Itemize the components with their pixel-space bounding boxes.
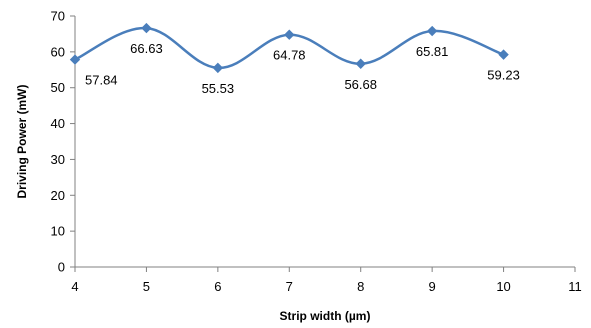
- x-tick-label: 8: [357, 279, 364, 294]
- x-tick-label: 10: [496, 279, 510, 294]
- x-tick-label: 9: [429, 279, 436, 294]
- x-tick-label: 7: [286, 279, 293, 294]
- y-tick-label: 20: [51, 188, 65, 203]
- x-tick-label: 11: [568, 279, 582, 294]
- y-axis-title: Driving Power (mW): [15, 84, 29, 198]
- data-label: 65.81: [416, 44, 449, 59]
- data-label: 66.63: [130, 41, 163, 56]
- data-label: 57.84: [85, 73, 118, 88]
- data-label: 64.78: [273, 48, 306, 63]
- data-point-marker: [498, 49, 509, 60]
- y-tick-label: 40: [51, 116, 65, 131]
- y-tick-label: 0: [58, 260, 65, 275]
- y-tick-label: 50: [51, 80, 65, 95]
- x-axis-ticks: 4 5 6 7 8 9 10 11: [71, 267, 582, 294]
- x-tick-label: 6: [214, 279, 221, 294]
- x-axis-title: Strip width (µm): [280, 309, 371, 323]
- data-label: 56.68: [344, 77, 377, 92]
- series-group: [69, 22, 509, 74]
- data-label: 59.23: [487, 68, 520, 83]
- y-axis-ticks: 0 10 20 30 40 50 60 70: [51, 9, 75, 275]
- x-tick-label: 5: [143, 279, 150, 294]
- y-tick-label: 30: [51, 152, 65, 167]
- data-point-marker: [426, 25, 438, 37]
- data-point-marker: [284, 29, 295, 40]
- data-label: 55.53: [202, 81, 235, 96]
- data-point-marker: [141, 22, 152, 34]
- data-point-marker: [212, 62, 224, 74]
- x-tick-label: 4: [71, 279, 78, 294]
- data-point-marker: [69, 54, 81, 65]
- data-point-marker: [355, 58, 366, 69]
- y-tick-label: 60: [51, 44, 65, 59]
- y-tick-label: 10: [51, 224, 65, 239]
- data-labels: 57.84 66.63 55.53 64.78 56.68 65.81 59.23: [85, 41, 520, 96]
- y-tick-label: 70: [51, 9, 65, 24]
